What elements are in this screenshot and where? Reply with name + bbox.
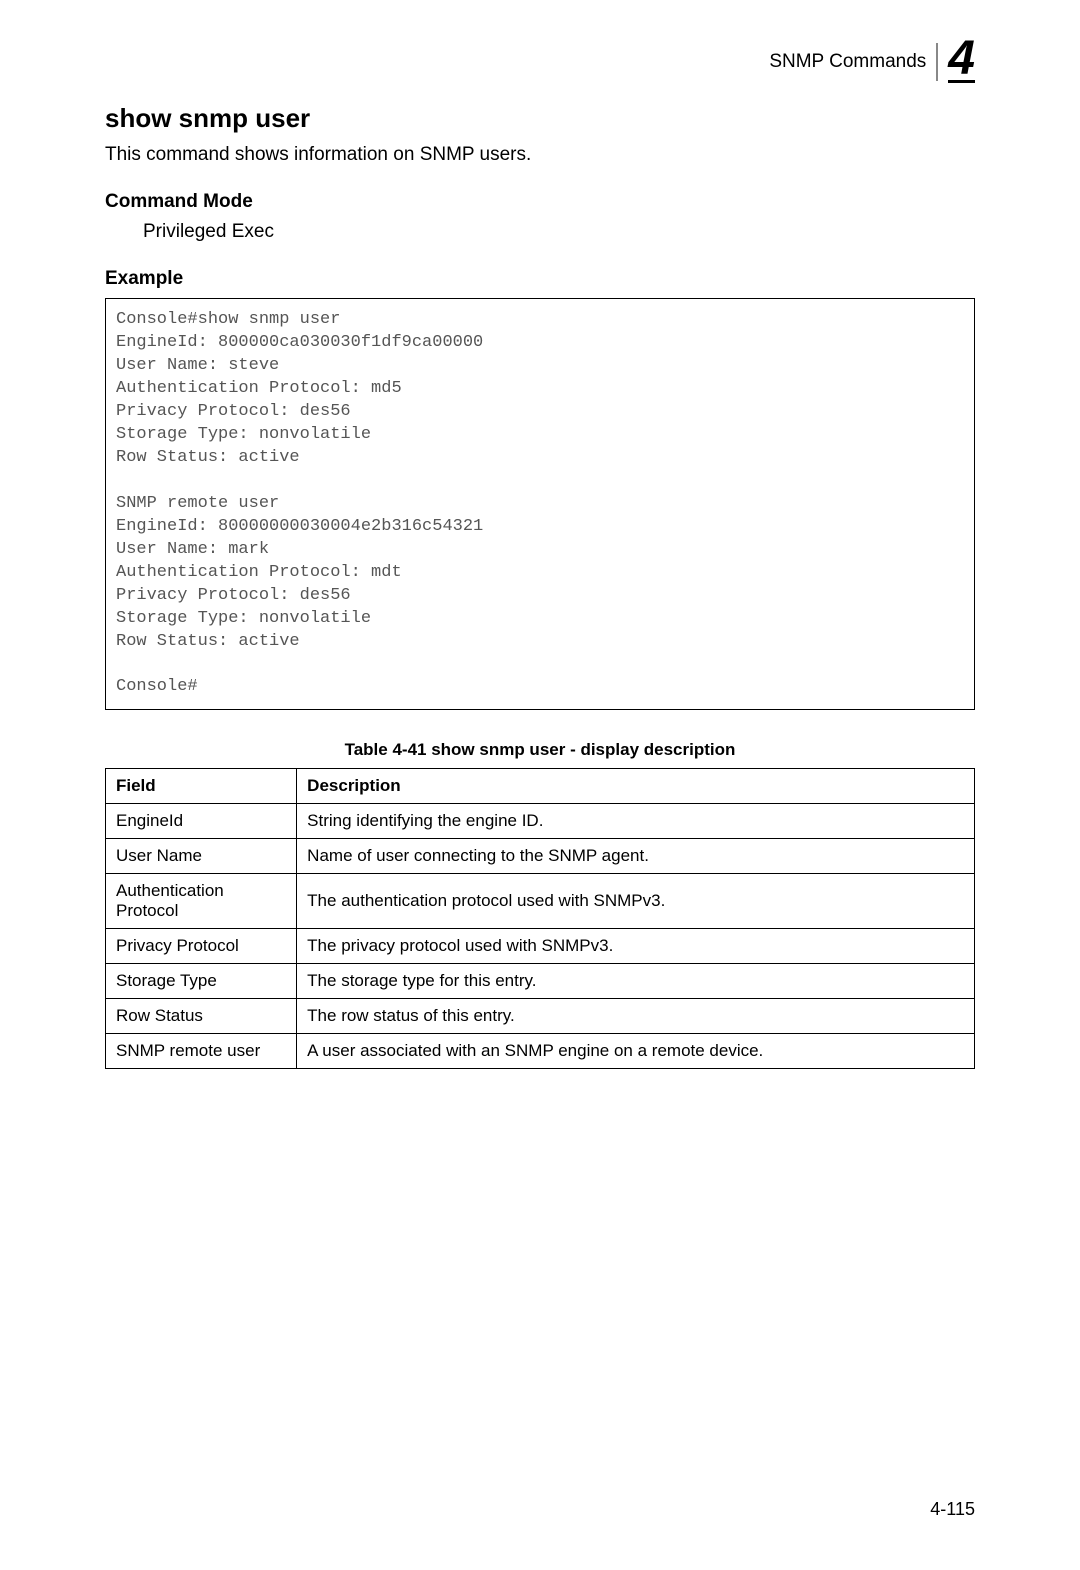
header-separator [936, 43, 938, 81]
example-code: Console#show snmp user EngineId: 800000c… [105, 298, 975, 710]
table-row: Authentication Protocol The authenticati… [106, 874, 975, 929]
table-cell-description: Name of user connecting to the SNMP agen… [297, 839, 975, 874]
table-cell-description: String identifying the engine ID. [297, 804, 975, 839]
table-header-row: Field Description [106, 769, 975, 804]
table-cell-field: Storage Type [106, 964, 297, 999]
table-cell-description: The row status of this entry. [297, 999, 975, 1034]
command-title: show snmp user [105, 103, 975, 134]
page-header: SNMP Commands 4 [105, 40, 975, 83]
table-header-description: Description [297, 769, 975, 804]
table-cell-field: Privacy Protocol [106, 929, 297, 964]
table-cell-field: Authentication Protocol [106, 874, 297, 929]
table-row: EngineId String identifying the engine I… [106, 804, 975, 839]
chapter-number: 4 [948, 40, 975, 83]
table-cell-field: EngineId [106, 804, 297, 839]
table-cell-description: The authentication protocol used with SN… [297, 874, 975, 929]
table-header-field: Field [106, 769, 297, 804]
description-table: Field Description EngineId String identi… [105, 768, 975, 1069]
table-cell-field: User Name [106, 839, 297, 874]
table-row: Storage Type The storage type for this e… [106, 964, 975, 999]
table-cell-description: A user associated with an SNMP engine on… [297, 1034, 975, 1069]
table-row: Row Status The row status of this entry. [106, 999, 975, 1034]
example-label: Example [105, 268, 975, 290]
table-row: User Name Name of user connecting to the… [106, 839, 975, 874]
command-mode-label: Command Mode [105, 191, 975, 213]
table-cell-description: The privacy protocol used with SNMPv3. [297, 929, 975, 964]
table-row: Privacy Protocol The privacy protocol us… [106, 929, 975, 964]
command-description: This command shows information on SNMP u… [105, 144, 975, 166]
command-mode-value: Privileged Exec [143, 221, 975, 243]
table-row: SNMP remote user A user associated with … [106, 1034, 975, 1069]
table-cell-description: The storage type for this entry. [297, 964, 975, 999]
header-title: SNMP Commands [769, 51, 926, 73]
page-number: 4-115 [930, 1499, 975, 1520]
table-cell-field: Row Status [106, 999, 297, 1034]
table-cell-field: SNMP remote user [106, 1034, 297, 1069]
table-caption: Table 4-41 show snmp user - display desc… [105, 740, 975, 760]
